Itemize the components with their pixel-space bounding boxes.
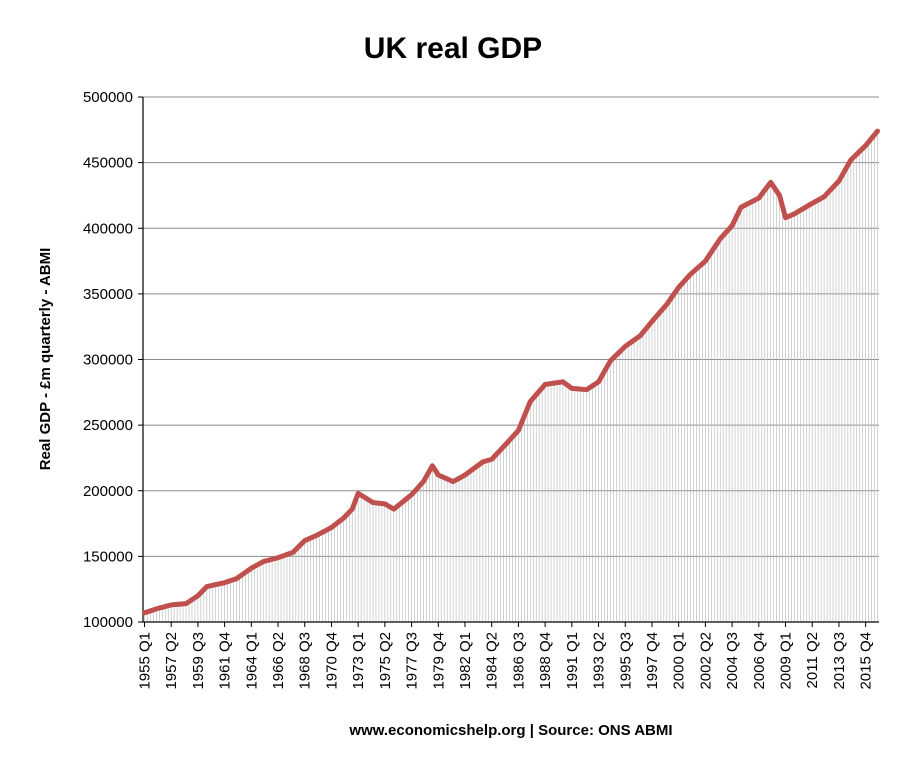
y-tick-label: 250000	[83, 417, 133, 434]
x-tick-label: 1961 Q4	[217, 632, 234, 690]
x-tick-label: 1973 Q1	[350, 632, 367, 690]
x-tick-label: 1993 Q2	[591, 632, 608, 690]
x-tick-label: 1957 Q2	[163, 632, 180, 690]
x-tick-label: 1968 Q3	[297, 632, 314, 690]
y-tick-label: 200000	[83, 483, 133, 500]
x-tick-label: 1979 Q4	[430, 632, 447, 690]
x-tick-label: 2004 Q3	[724, 632, 741, 690]
x-tick-label: 1984 Q2	[484, 632, 501, 690]
grid-lines	[143, 96, 879, 557]
x-tick-label: 2011 Q2	[804, 632, 821, 688]
y-tick-label: 400000	[83, 220, 133, 237]
x-tick-label: 1955 Q1	[137, 632, 154, 690]
area-drop-lines	[144, 131, 878, 622]
x-tick-label: 2013 Q3	[831, 632, 848, 690]
x-tick-label: 1988 Q4	[537, 632, 554, 690]
x-tick-label: 1997 Q4	[644, 632, 661, 690]
x-tick-label: 1982 Q1	[457, 632, 474, 690]
x-tick-label: 1995 Q3	[617, 632, 634, 690]
x-tick-label: 1970 Q4	[324, 632, 341, 690]
x-tick-label: 2000 Q1	[671, 632, 688, 690]
y-tick-label: 100000	[83, 614, 133, 631]
y-tick-label: 450000	[83, 155, 133, 172]
y-tick-label: 300000	[83, 352, 133, 369]
x-tick-label: 1966 Q2	[270, 632, 287, 690]
y-axis-ticks: 100000 150000 200000 250000 300000 350000 4000…	[83, 89, 143, 631]
x-tick-label: 2002 Q2	[697, 632, 714, 690]
x-tick-label: 2009 Q1	[778, 632, 795, 690]
x-axis-ticks: 1955 Q1 1957 Q2 1959 Q3 1961 Q4 1964 Q1 1966 …	[137, 622, 875, 690]
y-tick-label: 150000	[83, 548, 133, 565]
x-tick-label: 1991 Q1	[564, 632, 581, 690]
x-tick-label: 2006 Q4	[751, 632, 768, 690]
x-tick-label: 1986 Q3	[510, 632, 527, 690]
x-tick-label: 1977 Q3	[404, 632, 421, 690]
y-tick-label: 350000	[83, 286, 133, 303]
x-tick-label: 1959 Q3	[190, 632, 207, 690]
x-tick-label: 1975 Q2	[377, 632, 394, 690]
chart-title: UK real GDP	[364, 32, 542, 65]
series-line	[141, 128, 881, 616]
x-axis-label: www.economicshelp.org | Source: ONS ABMI	[348, 722, 672, 739]
x-tick-label: 1964 Q1	[243, 632, 260, 690]
x-tick-label: 2015 Q4	[858, 632, 875, 690]
y-axis-label: Real GDP - £m quarterly - ABMI	[37, 248, 54, 471]
y-tick-label: 500000	[83, 89, 133, 106]
